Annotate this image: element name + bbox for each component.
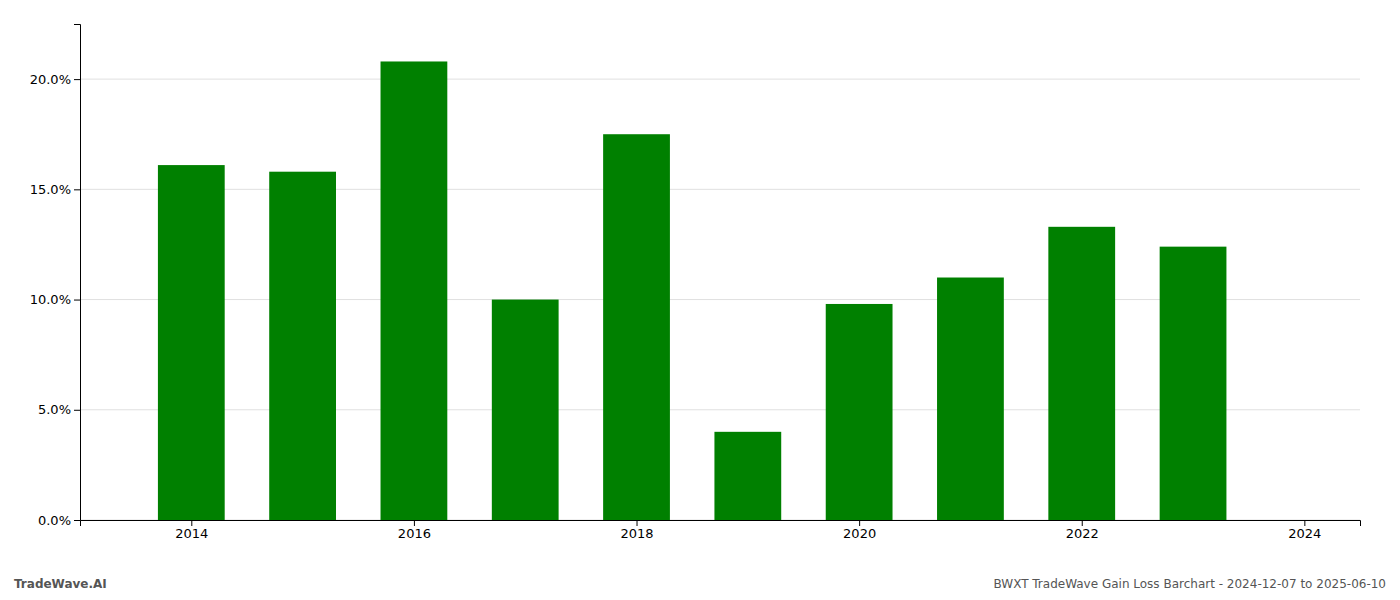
tick-mark — [1082, 520, 1083, 526]
footer-right: BWXT TradeWave Gain Loss Barchart - 2024… — [993, 577, 1386, 591]
bar — [381, 61, 448, 520]
tick: 10.0% — [30, 292, 80, 307]
tick-mark — [1304, 520, 1305, 526]
bar — [603, 134, 670, 520]
tick: 2018 — [620, 520, 653, 541]
axis-line — [74, 25, 81, 521]
footer-left: TradeWave.AI — [14, 577, 107, 591]
bar — [158, 165, 225, 520]
plot: 2014 2016 2018 2020 2022 2024 0.0% 5.0% 10.0% 15.… — [30, 25, 1361, 542]
tick-label: 2022 — [1066, 526, 1099, 541]
tick-mark — [414, 520, 415, 526]
y-axis: 0.0% 5.0% 10.0% 15.0% 20.0% — [30, 25, 81, 528]
tick: 2022 — [1066, 520, 1099, 541]
x-axis: 2014 2016 2018 2020 2022 2024 — [81, 520, 1361, 541]
bar — [492, 300, 559, 520]
tick-label: 5.0% — [38, 402, 71, 417]
tick: 15.0% — [30, 182, 80, 197]
tick: 2020 — [843, 520, 876, 541]
tick: 2016 — [398, 520, 431, 541]
tick-label: 2014 — [175, 526, 208, 541]
tick-mark — [859, 520, 860, 526]
tick-mark — [74, 410, 80, 411]
grid — [80, 79, 1360, 520]
tick-mark — [74, 189, 80, 190]
tick: 2024 — [1288, 520, 1321, 541]
tick-label: 2018 — [620, 526, 653, 541]
tick-label: 2016 — [398, 526, 431, 541]
tick: 5.0% — [38, 402, 80, 417]
tick-mark — [74, 520, 80, 521]
bar — [714, 432, 781, 520]
axis-line — [81, 521, 1361, 527]
tick-mark — [74, 300, 80, 301]
tick-label: 0.0% — [38, 513, 71, 528]
bar — [937, 278, 1004, 520]
tick: 20.0% — [30, 72, 80, 87]
tick-label: 20.0% — [30, 72, 71, 87]
bar — [1048, 227, 1115, 520]
tick-mark — [74, 79, 80, 80]
tick: 0.0% — [38, 513, 80, 528]
tick-mark — [637, 520, 638, 526]
bar — [269, 172, 336, 520]
tick-label: 2024 — [1288, 526, 1321, 541]
tick-label: 15.0% — [30, 182, 71, 197]
bars — [158, 61, 1227, 520]
bar — [826, 304, 893, 520]
chart: 2014 2016 2018 2020 2022 2024 0.0% 5.0% 10.0% 15.… — [0, 0, 1400, 600]
tick-label: 10.0% — [30, 292, 71, 307]
tick-mark — [191, 520, 192, 526]
tick: 2014 — [175, 520, 208, 541]
bar — [1160, 247, 1227, 520]
grid-line — [80, 79, 1360, 80]
tick-label: 2020 — [843, 526, 876, 541]
